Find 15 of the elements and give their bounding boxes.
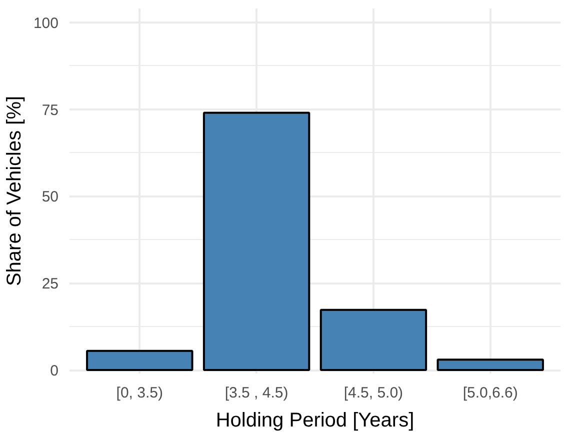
y-tick-label: 75 [42, 102, 59, 119]
x-tick-label: [0, 3.5) [116, 384, 163, 402]
x-tick-label: [4.5, 5.0) [344, 384, 404, 402]
y-tick-label: 25 [42, 276, 59, 293]
bar [202, 112, 310, 372]
y-axis-title: Share of Vehicles [%] [3, 96, 26, 286]
y-tick-label: 100 [33, 14, 59, 32]
x-axis-title: Holding Period [Years] [216, 410, 414, 432]
bar [86, 350, 194, 372]
x-tick-label: [3.5 , 4.5) [224, 384, 288, 402]
bar [320, 308, 428, 372]
x-tick-label: [5.0,6.6) [462, 384, 518, 402]
bar [436, 358, 544, 372]
y-tick-label: 50 [42, 188, 59, 206]
y-tick-label: 0 [50, 362, 58, 380]
